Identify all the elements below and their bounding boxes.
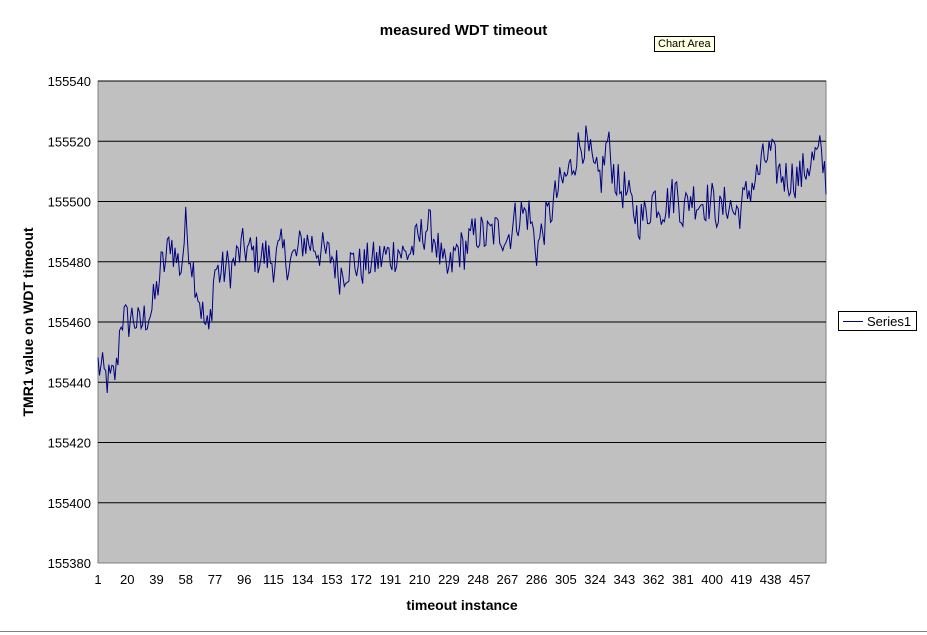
- x-tick-label: 191: [380, 572, 402, 587]
- x-tick-label: 134: [292, 572, 314, 587]
- x-tick-label: 286: [526, 572, 548, 587]
- y-tick-label: 155400: [48, 496, 91, 511]
- x-tick-label: 400: [701, 572, 723, 587]
- series-line[interactable]: [97, 125, 827, 394]
- x-tick-label: 419: [730, 572, 752, 587]
- divider: [0, 631, 927, 632]
- y-tick-label: 155420: [48, 436, 91, 451]
- x-tick-label: 1: [94, 572, 101, 587]
- y-tick-label: 155440: [48, 375, 91, 390]
- y-axis-ticks: 155380 155400 155420 155440 155460 155480 1555…: [48, 74, 91, 571]
- x-tick-label: 210: [409, 572, 431, 587]
- x-tick-label: 20: [120, 572, 134, 587]
- x-tick-label: 362: [643, 572, 665, 587]
- x-tick-label: 267: [497, 572, 519, 587]
- y-tick-label: 155480: [48, 255, 91, 270]
- x-tick-label: 153: [321, 572, 343, 587]
- x-tick-label: 324: [584, 572, 606, 587]
- x-tick-label: 438: [760, 572, 782, 587]
- x-tick-label: 248: [467, 572, 489, 587]
- x-tick-label: 96: [237, 572, 251, 587]
- x-tick-label: 229: [438, 572, 460, 587]
- y-axis-label: TMR1 value on WDT timeout: [20, 227, 36, 417]
- chart-area-tooltip: Chart Area: [654, 36, 715, 52]
- x-tick-label: 115: [263, 572, 284, 587]
- y-tick-label: 155520: [48, 134, 91, 149]
- x-tick-label: 58: [178, 572, 192, 587]
- x-tick-label: 305: [555, 572, 577, 587]
- x-tick-label: 77: [208, 572, 222, 587]
- y-tick-label: 155500: [48, 195, 91, 210]
- x-tick-label: 457: [789, 572, 811, 587]
- legend-label: Series1: [867, 313, 912, 329]
- x-tick-label: 172: [350, 572, 372, 587]
- y-tick-label: 155540: [48, 74, 91, 89]
- legend[interactable]: Series1: [838, 311, 917, 331]
- x-axis-ticks: 1 20 39 58 77 96 115 134 153 172 191 210 229 248 267 28…: [94, 572, 810, 587]
- x-tick-label: 343: [614, 572, 636, 587]
- chart-title: measured WDT timeout: [379, 22, 548, 39]
- grid-lines: [98, 80, 826, 504]
- y-tick-label: 155460: [48, 315, 91, 330]
- x-axis-label: timeout instance: [406, 597, 518, 613]
- legend-swatch: [843, 320, 863, 322]
- y-tick-label: 155380: [48, 556, 91, 571]
- x-tick-label: 381: [672, 572, 694, 587]
- x-tick-label: 39: [149, 572, 163, 587]
